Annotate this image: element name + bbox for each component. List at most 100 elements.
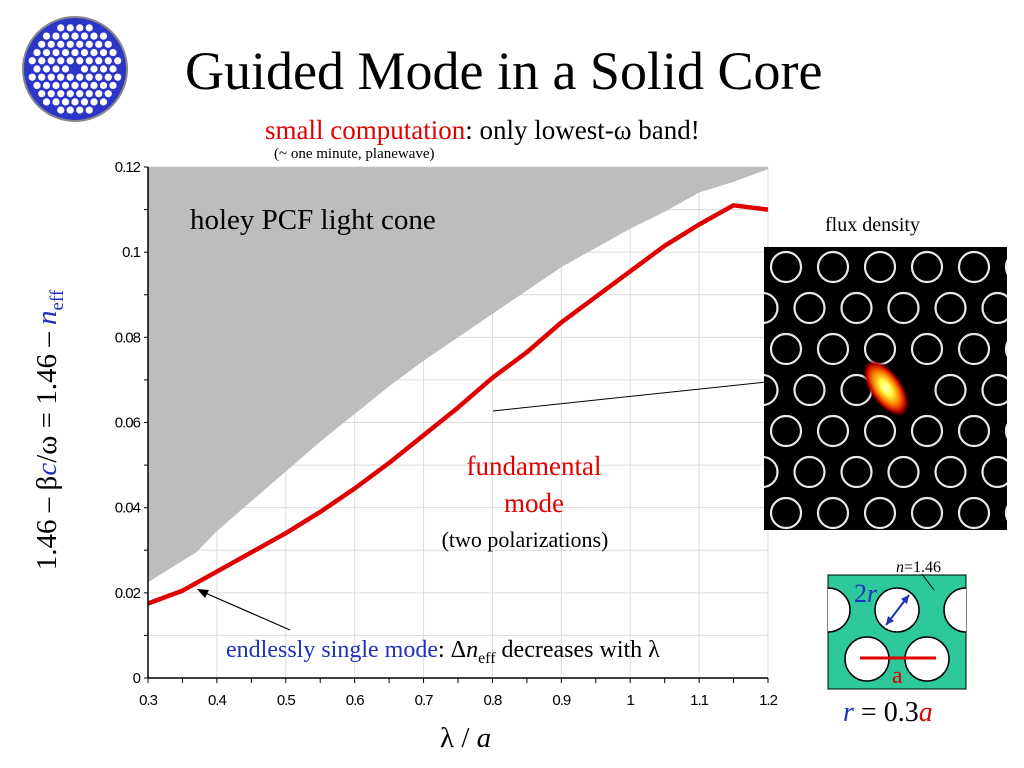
air-hole [76, 73, 84, 81]
hole-ring [957, 250, 991, 284]
air-hole [109, 48, 117, 57]
air-hole [42, 32, 51, 40]
leader-line [492, 381, 767, 412]
x-tick-label: 0.3 [139, 692, 158, 709]
hole-ring [887, 455, 920, 489]
hole-ring [981, 373, 1007, 407]
hole-ring [887, 291, 920, 325]
air-hole [85, 73, 93, 81]
hole-ring [793, 291, 826, 325]
air-hole [76, 24, 84, 32]
air-hole [61, 32, 70, 40]
light-cone-label: holey PCF light cone [190, 204, 436, 236]
air-hole [57, 24, 65, 32]
esm-arrowhead-icon [197, 589, 209, 598]
y-tick-label: 0.12 [115, 159, 141, 176]
hole-ring [934, 455, 967, 489]
endlessly-single-mode-label: endlessly single mode: Δneff decreases w… [226, 637, 660, 667]
air-hole [95, 57, 103, 65]
hole-ring [957, 332, 991, 366]
x-tick-label: 0.6 [346, 692, 365, 709]
air-hole [71, 98, 79, 106]
air-hole [66, 57, 74, 65]
hole-ring [981, 455, 1007, 489]
x-tick-label: 0.9 [552, 692, 571, 709]
air-hole [42, 98, 51, 106]
light-cone-area [148, 167, 768, 583]
hole-ring [793, 373, 826, 407]
air-hole [76, 106, 84, 114]
fundamental-mode-label: fundamental mode [466, 451, 602, 518]
hole-ring [863, 496, 897, 530]
air-hole [61, 81, 70, 90]
air-hole [71, 48, 79, 57]
hole-ring [1004, 259, 1007, 275]
x-tick-label: 0.8 [484, 692, 503, 709]
air-hole [66, 90, 74, 98]
air-hole [95, 90, 103, 98]
slide-title: Guided Mode in a Solid Core [185, 41, 823, 101]
air-hole [76, 57, 84, 65]
hole-ring [769, 250, 803, 284]
a-label: a [892, 663, 903, 689]
air-hole [90, 98, 98, 106]
air-hole [76, 40, 84, 48]
hole-ring [910, 496, 944, 530]
air-hole [85, 40, 93, 48]
air-hole [104, 57, 112, 65]
air-hole [80, 48, 89, 57]
air-hole [57, 40, 65, 48]
air-hole [57, 90, 65, 98]
air-hole [38, 57, 46, 65]
air-hole [80, 65, 89, 73]
air-hole [66, 40, 74, 48]
y-tick-label: 0 [133, 670, 141, 687]
air-hole [99, 32, 108, 40]
air-hole [71, 32, 79, 40]
air-hole [90, 32, 98, 40]
air-hole [42, 81, 51, 90]
air-hole [28, 73, 36, 81]
flux-density-image [764, 247, 1007, 530]
air-hole [99, 48, 108, 57]
slide-subtitle: small computation: only lowest-ω band! [265, 115, 700, 146]
hole-ring [934, 373, 967, 407]
air-hole [57, 106, 65, 114]
air-hole [38, 73, 46, 81]
x-axis-label: λ / a [440, 722, 492, 754]
hole-ring [957, 496, 991, 530]
air-hole [85, 90, 93, 98]
air-hole [80, 32, 89, 40]
air-hole [52, 65, 60, 73]
unit-cell-inset: n=1.46 2r a [827, 559, 967, 690]
polarizations-label: (two polarizations) [441, 527, 609, 552]
air-hole [99, 98, 108, 106]
air-hole [61, 65, 70, 73]
air-hole [52, 81, 60, 90]
x-tick-label: 0.7 [415, 692, 434, 709]
air-hole [80, 98, 89, 106]
hole-ring [910, 332, 944, 366]
hole-ring [764, 291, 779, 325]
y-tick-label: 0.1 [122, 244, 141, 261]
air-hole [33, 65, 41, 73]
air-hole [28, 57, 36, 65]
hole-ring [840, 291, 873, 325]
air-hole [109, 65, 117, 73]
hole-ring [816, 250, 850, 284]
air-hole [66, 106, 74, 114]
flux-density-label: flux density [825, 214, 920, 236]
air-hole [47, 90, 55, 98]
air-hole [109, 81, 117, 90]
hole-ring [981, 291, 1007, 325]
air-hole [47, 40, 55, 48]
x-tick-label: 0.5 [277, 692, 296, 709]
air-hole [114, 57, 122, 65]
air-hole [47, 57, 55, 65]
x-tick-label: 0.4 [208, 692, 227, 709]
air-hole [61, 98, 70, 106]
hole-ring [863, 414, 897, 448]
hole-ring [816, 496, 850, 530]
esm-arrow [202, 591, 291, 631]
